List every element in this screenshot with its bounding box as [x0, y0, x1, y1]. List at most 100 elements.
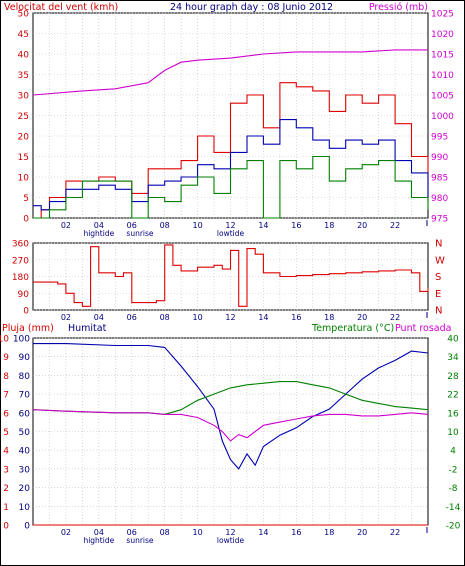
rain-y-tick: 3: [3, 465, 9, 475]
x-tick-label: 22: [390, 221, 400, 230]
x-tick-label: 10: [192, 221, 202, 230]
pressure-y-tick: 985: [431, 174, 448, 184]
temperature-y-tick: 34: [447, 353, 459, 363]
wind-y-tick: 45: [18, 30, 29, 40]
x-tick-label: 16: [291, 313, 301, 322]
x-tick-label: 16: [291, 528, 301, 537]
wind-y-tick: 25: [18, 112, 29, 122]
x-tick-label: 14: [258, 528, 268, 537]
wind-y-tick: 15: [18, 153, 29, 163]
x-tick-label: 22: [390, 528, 400, 537]
humidity-y-tick: 60: [19, 409, 31, 419]
x-tick-label: 18: [324, 221, 334, 230]
humidity-y-tick: 50: [19, 428, 31, 438]
direction-line-0: [33, 244, 429, 307]
pressure-y-tick: 1010: [431, 71, 454, 81]
x-tick-label: 02: [61, 528, 71, 537]
temperature-y-tick: 22: [447, 391, 458, 401]
rain-axis-title: Pluja (mm): [2, 323, 54, 334]
x-tick-label: 22: [390, 313, 400, 322]
rain-y-tick: 5: [3, 428, 9, 438]
x-event-label: hightide: [83, 536, 114, 545]
x-event-label: lowtide: [217, 536, 245, 545]
temperature-y-tick: -2: [449, 465, 458, 475]
rain-y-tick: 6: [3, 409, 9, 419]
temperature-y-tick: 10: [447, 428, 459, 438]
humidity-y-tick: 20: [19, 484, 31, 494]
direction-compass-label: E: [435, 289, 441, 300]
x-event-label: sunrise: [126, 229, 153, 238]
temperature-y-tick: 4: [450, 447, 456, 457]
direction-y-tick: 90: [18, 290, 30, 300]
wind-y-tick: 5: [23, 194, 29, 204]
humidity-axis-title: Humitat: [68, 323, 107, 334]
x-tick-label: 08: [160, 528, 170, 537]
humidity-y-tick: 10: [19, 503, 31, 513]
x-tick-label: 18: [324, 528, 334, 537]
x-tick-label: 02: [61, 313, 71, 322]
x-tick-label: 20: [357, 528, 367, 537]
direction-y-tick: 0: [23, 307, 29, 317]
x-tick-label: 16: [291, 221, 301, 230]
x-tick-label: 04: [94, 528, 104, 537]
x-event-label: hightide: [83, 229, 114, 238]
pressure-y-tick: 980: [431, 194, 448, 204]
pressure-y-tick: 995: [431, 133, 448, 143]
x-tick-label: 08: [160, 313, 170, 322]
rain-y-tick: 1: [3, 503, 9, 513]
pressure-y-tick: 1015: [431, 51, 454, 61]
dewpoint-axis-title: Punt rosada: [395, 323, 451, 334]
x-tick-label: 02: [61, 221, 71, 230]
x-event-label: sunrise: [126, 536, 153, 545]
humidity-y-tick: 40: [19, 447, 31, 457]
temperature-axis-title: Temperatura (°C): [311, 323, 394, 334]
rain-y-tick: 7: [3, 391, 9, 401]
wind-y-tick: 20: [18, 133, 30, 143]
direction-compass-label: N: [435, 306, 442, 317]
chart-title: 24 hour graph day : 08 Junio 2012: [170, 2, 333, 13]
temperature-y-tick: -8: [449, 484, 458, 494]
series-line-0: [32, 49, 428, 96]
humidity-y-tick: 70: [19, 391, 31, 401]
x-tick-label: 08: [160, 221, 170, 230]
right-axis-title: Pressió (mb): [369, 2, 428, 13]
x-tick-label: 14: [258, 313, 268, 322]
pressure-y-tick: 990: [431, 153, 448, 163]
wind-y-tick: 10: [18, 174, 30, 184]
rain-y-tick: 4: [3, 447, 9, 457]
direction-compass-label: N: [435, 239, 442, 250]
temperature-y-tick: -20: [446, 522, 461, 532]
x-tick-label: 20: [357, 313, 367, 322]
x-tick-label: 12: [225, 313, 235, 322]
humidity-y-tick: 30: [19, 465, 31, 475]
humidity-y-tick: 80: [19, 372, 31, 382]
x-tick-label: 06: [127, 313, 137, 322]
direction-compass-label: W: [435, 255, 445, 266]
series-line-2: [33, 119, 429, 211]
pressure-y-tick: 1005: [431, 92, 454, 102]
x-tick-label: 12: [225, 528, 235, 537]
rain-y-tick: 2: [3, 484, 9, 494]
pressure-y-tick: 975: [431, 215, 448, 225]
direction-y-tick: 180: [12, 273, 29, 283]
wind-y-tick: 30: [18, 92, 30, 102]
pressure-y-tick: 1025: [431, 10, 454, 20]
climate-line-3: [32, 409, 429, 442]
x-tick-label: 18: [324, 313, 334, 322]
wind-y-tick: 35: [18, 71, 29, 81]
pressure-y-tick: 1020: [431, 30, 454, 40]
direction-y-tick: 360: [12, 240, 29, 250]
temperature-y-tick: 28: [447, 372, 459, 382]
x-tick-label: 06: [127, 528, 137, 537]
x-tick-label: 04: [94, 221, 104, 230]
x-tick-label: 10: [192, 313, 202, 322]
direction-y-tick: 270: [12, 256, 29, 266]
x-tick-label: 14: [258, 221, 268, 230]
humidity-y-tick: 100: [13, 335, 30, 345]
pressure-y-tick: 1000: [431, 112, 454, 122]
humidity-y-tick: 90: [19, 353, 31, 363]
rain-y-tick: 9: [3, 353, 9, 363]
temperature-y-tick: -14: [446, 503, 461, 513]
x-event-label: lowtide: [217, 229, 245, 238]
